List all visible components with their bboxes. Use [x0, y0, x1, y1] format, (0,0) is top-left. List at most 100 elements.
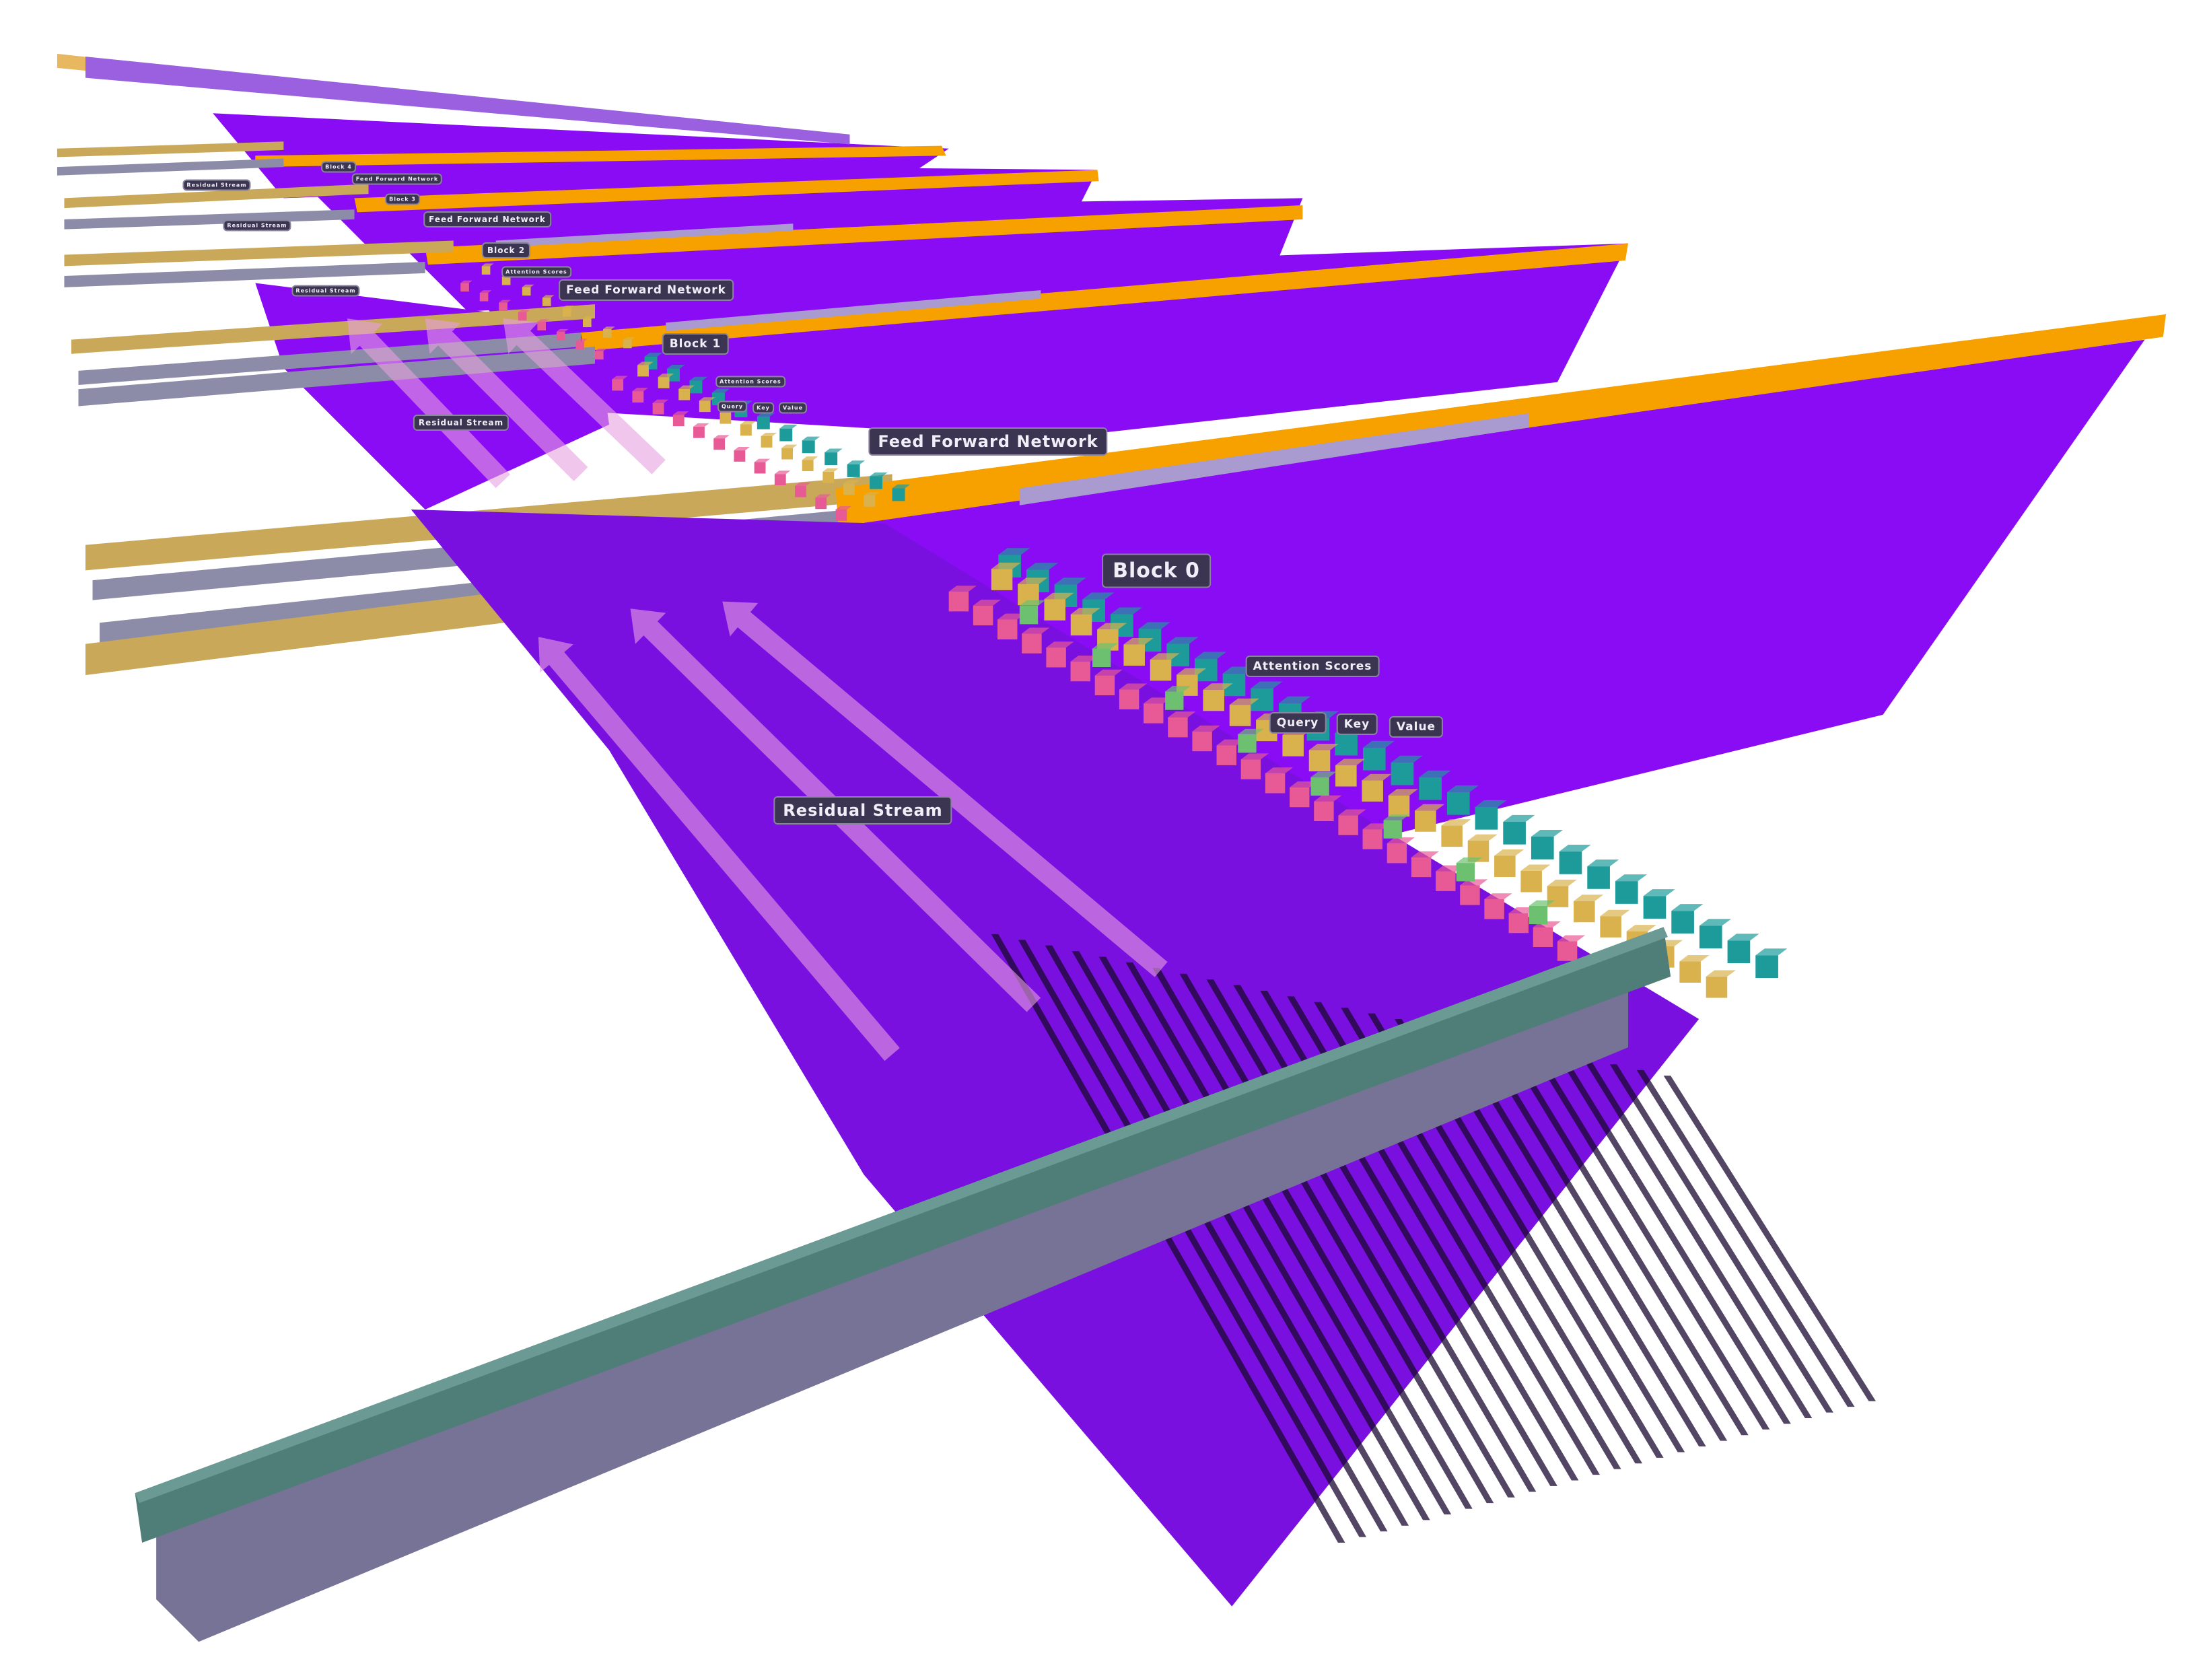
key-cube — [1467, 841, 1489, 862]
key-cube — [1547, 879, 1577, 886]
key-cube — [843, 483, 855, 495]
attention-sheets-block-0 — [411, 510, 1699, 1607]
query-cube — [1070, 661, 1090, 682]
key-cube — [603, 329, 612, 338]
query-cube — [774, 474, 786, 486]
key-cube — [1229, 698, 1259, 705]
key-cube — [1123, 644, 1145, 666]
query-cube — [1022, 627, 1050, 634]
key-cube — [582, 318, 592, 328]
query-cube — [973, 605, 993, 626]
score-cube — [1165, 691, 1184, 710]
label-residual-stream-0: Residual Stream — [773, 796, 952, 825]
score-cube — [1529, 900, 1555, 906]
value-cube — [1446, 785, 1479, 792]
far-blocks — [57, 53, 1629, 510]
value-cube — [1699, 919, 1732, 926]
query-cube — [1192, 725, 1220, 732]
value-cube — [847, 460, 866, 464]
query-cube — [734, 450, 746, 462]
query-cube — [815, 494, 831, 498]
value-cube — [1082, 592, 1115, 600]
label-block-4: Block 4 — [321, 161, 356, 173]
attention-sheet-stripes — [991, 934, 1877, 1543]
sheet-gap — [1098, 956, 1430, 1520]
key-cube — [1308, 744, 1339, 750]
query-cube — [795, 482, 811, 486]
key-cube — [1441, 819, 1471, 826]
value-cube — [1362, 740, 1395, 748]
key-cube — [1679, 955, 1710, 962]
value-cube — [825, 448, 843, 453]
score-cube — [1238, 728, 1264, 735]
value-cube — [1559, 851, 1582, 874]
label-block-3: Block 3 — [385, 193, 420, 205]
query-cube — [632, 388, 648, 392]
key-cube — [1177, 668, 1207, 675]
score-cube — [1019, 600, 1046, 606]
key-cube — [1018, 584, 1039, 606]
key-cube — [1415, 804, 1445, 811]
orange-bar-block-3 — [354, 170, 1099, 213]
input-bar — [71, 304, 595, 354]
label-query-0: Query — [1269, 712, 1327, 734]
key-cube — [1123, 638, 1154, 645]
value-cube — [1755, 948, 1788, 956]
query-cube — [1411, 857, 1432, 878]
key-cube — [802, 460, 814, 472]
score-cube — [1456, 863, 1475, 882]
key-cube — [603, 326, 615, 330]
key-cube — [699, 400, 711, 413]
sheet-gap — [1072, 951, 1409, 1526]
value-cube — [1503, 822, 1526, 845]
score-cube — [1383, 814, 1409, 820]
query-cube — [1265, 773, 1286, 794]
value-cube — [1026, 563, 1059, 570]
value-cube — [1194, 658, 1218, 682]
residual-arrow — [347, 318, 510, 489]
input-bar — [64, 240, 454, 267]
key-cube — [864, 491, 880, 495]
key-cube — [522, 287, 531, 296]
top-strip-purple — [85, 57, 850, 145]
query-cube — [948, 586, 977, 592]
query-cube — [774, 470, 791, 475]
value-cube — [825, 452, 838, 466]
key-cube — [1679, 961, 1701, 983]
score-cube — [1238, 734, 1257, 753]
residual-stream-teal-top — [135, 927, 1668, 1504]
value-cube — [892, 484, 911, 489]
query-cube — [479, 290, 492, 293]
key-cube — [658, 374, 674, 378]
key-cube — [802, 456, 818, 460]
orange-bar-block-2 — [425, 205, 1303, 265]
value-cube — [689, 380, 703, 394]
key-cube — [991, 569, 1013, 590]
key-cube — [822, 471, 835, 483]
key-cube — [1706, 970, 1736, 977]
query-cube — [754, 462, 766, 474]
value-cube — [711, 388, 730, 393]
query-cube — [713, 435, 730, 439]
lavender-bar-block-0 — [1019, 413, 1529, 505]
ffn-plane-block-1 — [467, 243, 1629, 439]
value-cube — [1503, 814, 1535, 823]
query-cube — [734, 447, 750, 451]
query-cube — [499, 300, 511, 303]
value-cube — [998, 548, 1030, 555]
score-cube — [1310, 777, 1329, 796]
sheet-gap — [1045, 945, 1388, 1532]
sheet-gap — [1555, 1053, 1791, 1424]
sheet-gap — [1636, 1070, 1855, 1407]
value-cube — [802, 440, 815, 454]
query-cube — [997, 613, 1026, 620]
label-value-1: Value — [778, 402, 808, 414]
label-block-1: Block 1 — [662, 333, 729, 355]
query-cube — [1290, 781, 1318, 788]
key-cube — [1574, 901, 1595, 923]
label-residual-stream-3: Residual Stream — [223, 219, 291, 232]
key-cube — [522, 284, 534, 287]
lavender-bar-block-1 — [666, 290, 1041, 332]
key-cube — [582, 316, 595, 319]
